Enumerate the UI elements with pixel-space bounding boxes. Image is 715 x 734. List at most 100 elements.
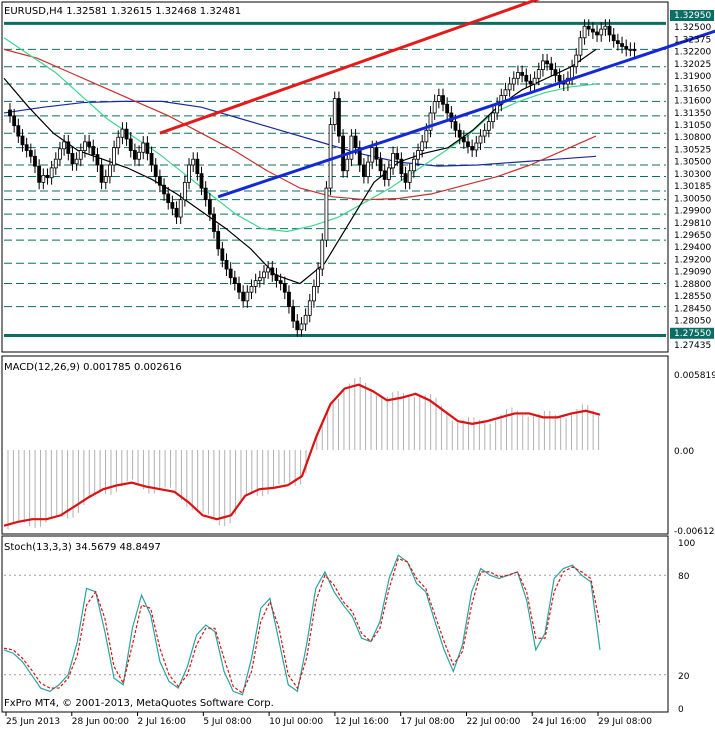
level-label: 1.32500 (674, 23, 711, 33)
candle-body (511, 77, 516, 85)
support-trendline (217, 29, 715, 199)
candle-body (403, 173, 408, 183)
candle-body (266, 267, 271, 273)
level-label: 1.30500 (674, 158, 711, 168)
candle-body (58, 148, 62, 160)
candle-body (391, 153, 395, 169)
level-label: 1.30300 (674, 170, 711, 180)
candle-body (133, 150, 137, 160)
candle-body (603, 25, 608, 30)
macd-signal (3, 383, 601, 527)
candle-body (62, 141, 67, 150)
candle-body (466, 141, 470, 147)
resistance-trendline (159, 0, 541, 135)
candle-body (416, 150, 420, 160)
candle-body (20, 135, 25, 146)
x-tick-label: 17 Jul 08:00 (401, 717, 455, 727)
macd-axis: 0.005819 0.00 -0.006127 (674, 371, 715, 537)
candle-body (370, 147, 375, 163)
candle-body (45, 174, 50, 179)
candle-body (162, 184, 166, 195)
price-candles (8, 19, 637, 337)
candle-body (216, 231, 221, 250)
candle-body (470, 146, 475, 151)
candle-body (474, 142, 479, 151)
candle-body (499, 95, 504, 105)
candle-body (349, 135, 354, 160)
x-tick-label: 25 Jun 2013 (6, 717, 60, 727)
candle-body (295, 320, 300, 331)
x-tick-label: 12 Jul 16:00 (335, 717, 389, 727)
candle-body (345, 158, 350, 172)
macd-histogram (7, 376, 600, 530)
candle-body (137, 151, 141, 160)
stoch-axis: 100 80 20 0 (678, 539, 695, 715)
candle-body (245, 291, 250, 302)
candle-body (203, 187, 208, 201)
macd-tick: 0.00 (674, 447, 694, 457)
level-badge (670, 327, 714, 339)
stoch-tick: 80 (678, 572, 690, 582)
candle-body (212, 213, 216, 232)
candle-body (399, 158, 404, 175)
candle-body (541, 60, 545, 70)
candle-body (549, 63, 554, 70)
candle-body (149, 153, 154, 166)
candle-body (491, 112, 495, 123)
candle-body (108, 164, 112, 177)
candle-body (586, 25, 591, 30)
ma-red-line (3, 48, 597, 201)
candle-body (374, 147, 379, 160)
level-label: 1.31050 (674, 121, 711, 131)
level-label: 1.29090 (674, 268, 711, 278)
candle-body (53, 158, 58, 169)
macd-tick: 0.005819 (674, 371, 715, 381)
candle-body (482, 129, 487, 137)
candle-body (78, 150, 83, 160)
candle-body (303, 314, 308, 325)
candle-body (8, 109, 12, 117)
candle-body (49, 167, 54, 179)
candle-body (95, 154, 100, 166)
candle-body (615, 40, 620, 44)
candle-body (145, 142, 150, 154)
candle-body (557, 74, 562, 82)
candle-body (287, 291, 291, 308)
candle-body (545, 60, 549, 65)
candle-body (74, 158, 79, 165)
candle-body (253, 280, 258, 287)
macd-signal-line (3, 383, 601, 527)
candle-body (174, 207, 179, 218)
candle-body (570, 66, 574, 79)
candle-body (532, 77, 537, 85)
stoch-pane (1, 535, 669, 713)
x-axis: 25 Jun 2013 28 Jun 00:00 2 Jul 16:00 5 Jul … (5, 712, 652, 727)
candle-body (316, 268, 321, 287)
stoch-k-line (3, 554, 601, 696)
candle-body (407, 170, 412, 183)
candle-body (453, 121, 458, 131)
candle-body (424, 129, 429, 143)
stoch-tick: 20 (678, 672, 690, 682)
candle-body (178, 199, 183, 218)
candle-body (607, 25, 612, 36)
candle-body (590, 28, 595, 33)
copyright-text: FxPro MT4, © 2001-2013, MetaQuotes Softw… (4, 698, 274, 709)
candle-body (361, 164, 366, 177)
candle-body (262, 271, 266, 279)
candle-body (195, 158, 200, 175)
candle-body (312, 286, 316, 302)
candle-body (436, 95, 441, 102)
candle-body (41, 174, 46, 183)
level-label: 1.31650 (674, 84, 711, 94)
candle-body (83, 141, 87, 151)
level-label: 1.29400 (674, 243, 711, 253)
x-tick-label: 10 Jul 00:00 (269, 717, 323, 727)
candle-body (166, 193, 171, 203)
level-label: 1.27550 (674, 329, 711, 339)
candle-body (66, 141, 71, 154)
macd-tick: -0.006127 (674, 527, 715, 537)
candle-body (503, 89, 508, 97)
candle-body (237, 283, 241, 293)
